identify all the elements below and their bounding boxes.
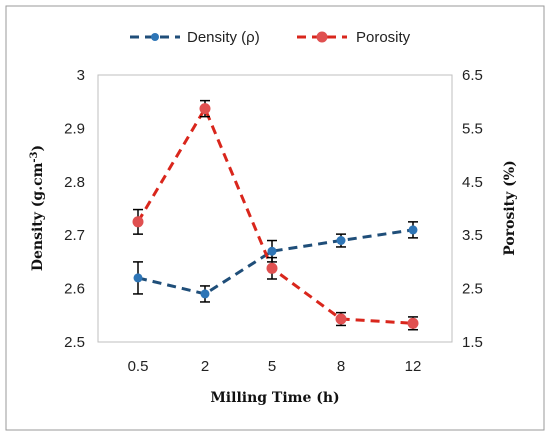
y-tick-left-label: 3 bbox=[77, 67, 85, 84]
x-tick-label: 8 bbox=[337, 358, 345, 375]
y-tick-right-label: 2.5 bbox=[462, 281, 483, 298]
y-ticks-left: 2.5 2.6 2.7 2.8 2.9 3 bbox=[64, 67, 85, 351]
y-tick-left-label: 2.7 bbox=[64, 227, 85, 244]
series-porosity-point bbox=[407, 317, 419, 329]
y-tick-right-label: 6.5 bbox=[462, 67, 483, 84]
series-density-point bbox=[200, 289, 210, 299]
series-density-point bbox=[336, 236, 346, 245]
y-axis-title-left-main: Density (g.cm bbox=[30, 162, 46, 271]
x-tick-label: 2 bbox=[201, 358, 209, 375]
series-porosity bbox=[132, 99, 419, 331]
x-axis-title: Milling Time (h) bbox=[210, 390, 339, 406]
y-tick-left-label: 2.5 bbox=[64, 334, 85, 351]
legend-porosity-marker bbox=[316, 31, 328, 43]
series-density-point bbox=[267, 246, 277, 256]
y-tick-left-label: 2.6 bbox=[64, 281, 85, 298]
y-tick-left-label: 2.8 bbox=[64, 174, 85, 191]
series-density-point bbox=[408, 225, 418, 235]
series-porosity-point bbox=[199, 103, 211, 115]
series-density bbox=[133, 221, 418, 303]
x-ticks: 0.5 2 5 8 12 bbox=[128, 358, 422, 375]
series-porosity-point bbox=[266, 262, 278, 274]
legend-entry-porosity: Porosity bbox=[297, 29, 411, 46]
y-tick-right-label: 3.5 bbox=[462, 227, 483, 244]
y-tick-right-label: 4.5 bbox=[462, 174, 483, 191]
legend-entry-density: Density (ρ) bbox=[130, 29, 260, 46]
legend-porosity-label: Porosity bbox=[356, 29, 411, 46]
legend: Density (ρ) Porosity bbox=[130, 29, 411, 46]
y-tick-right-label: 5.5 bbox=[462, 120, 483, 137]
legend-density-label: Density (ρ) bbox=[187, 29, 260, 46]
x-tick-label: 5 bbox=[268, 358, 276, 375]
y-ticks-right: 1.5 2.5 3.5 4.5 5.5 6.5 bbox=[462, 67, 483, 351]
chart-frame bbox=[5, 5, 545, 431]
y-axis-title-left: Density (g.cm-3) bbox=[29, 145, 47, 271]
series-density-line bbox=[137, 228, 414, 296]
plot-area bbox=[97, 74, 453, 343]
y-axis-title-left-end: ) bbox=[30, 145, 46, 152]
legend-density-marker bbox=[151, 33, 159, 41]
y-axis-title-left-sup: -3 bbox=[29, 151, 40, 162]
x-tick-label: 12 bbox=[405, 358, 422, 375]
x-tick-label: 0.5 bbox=[128, 358, 149, 375]
y-tick-right-label: 1.5 bbox=[462, 334, 483, 351]
y-axis-title-right: Porosity (%) bbox=[502, 160, 518, 255]
series-layer bbox=[132, 99, 419, 331]
series-density-point bbox=[133, 273, 143, 283]
series-porosity-point bbox=[335, 313, 347, 325]
series-porosity-point bbox=[132, 216, 144, 228]
y-tick-left-label: 2.9 bbox=[64, 120, 85, 137]
